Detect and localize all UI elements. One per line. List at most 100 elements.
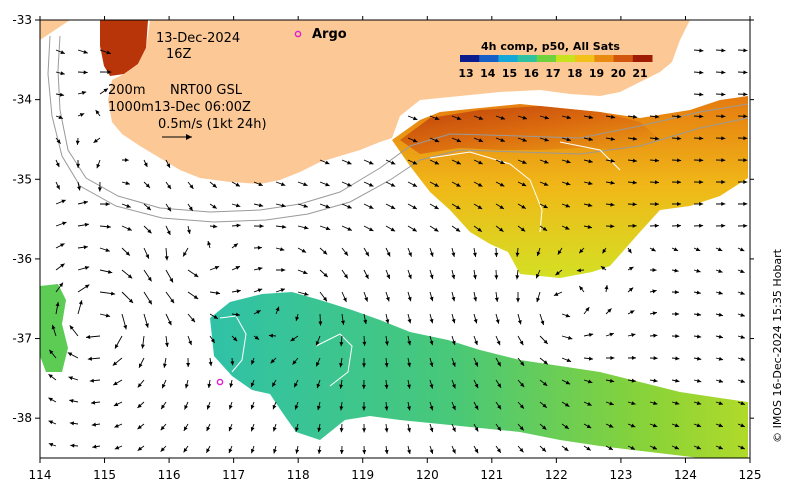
current-vector-head [385, 296, 390, 302]
current-vector-head [369, 227, 374, 231]
current-vector-head [566, 159, 571, 164]
current-vector-head [107, 269, 113, 274]
current-vector-head [632, 158, 637, 163]
current-vector-head [455, 227, 461, 232]
current-vector-head [343, 251, 348, 256]
current-vector-head [235, 182, 240, 187]
current-vector-head [77, 186, 81, 191]
current-vector-head [207, 240, 212, 246]
current-vector-head [473, 297, 478, 302]
current-vector-head [114, 344, 119, 349]
scale-arrow [162, 134, 192, 140]
current-vector-head [627, 248, 632, 254]
current-vector-head [675, 334, 680, 339]
current-vector-head [677, 180, 682, 185]
current-vector-head [407, 318, 412, 324]
current-vector-head [167, 206, 172, 212]
current-vector-head [743, 223, 748, 228]
current-vector-head [652, 423, 658, 428]
current-vector-head [652, 445, 658, 450]
current-vector-head [84, 266, 90, 270]
argo-float-marker[interactable] [216, 378, 224, 386]
current-vector-head [515, 252, 520, 257]
current-vector-head [362, 428, 367, 433]
current-vector-head [429, 427, 434, 433]
current-vector-head [557, 250, 562, 255]
current-vector-head [390, 182, 396, 187]
current-vector-head [429, 252, 434, 257]
current-vector-head [429, 274, 434, 279]
current-vector-head [675, 356, 680, 361]
current-vector-head [718, 379, 724, 383]
current-vector-head [295, 316, 300, 321]
current-vector-head [91, 422, 96, 427]
current-vector-head [347, 204, 352, 209]
current-vector-head [519, 404, 524, 409]
scale-label: 0.5m/s (1kt 24h) [158, 117, 267, 132]
current-vector-head [250, 426, 255, 432]
current-vector-head [318, 321, 323, 326]
current-vector-head [718, 401, 724, 405]
current-vector-head [610, 224, 615, 229]
current-vector-head [364, 297, 369, 302]
current-vector-head [161, 404, 166, 410]
current-vector-head [654, 136, 660, 141]
current-vector-head [228, 448, 233, 454]
colorbar-tick-label: 21 [632, 67, 647, 80]
current-vector-head [280, 288, 285, 293]
current-vector-head [567, 335, 573, 340]
current-vector-head [610, 180, 615, 185]
current-vector-head [586, 424, 592, 429]
colorbar: 13 14 15 16 17 18 19 20 21 [458, 55, 653, 80]
current-vector-head [127, 226, 132, 231]
current-vector-head [295, 449, 300, 454]
current-vector-head [451, 252, 456, 257]
current-vector-head [78, 300, 83, 305]
current-vector-head [516, 298, 521, 303]
current-vector-head [588, 356, 594, 361]
current-vector-head [304, 225, 309, 230]
current-vector-head [579, 286, 584, 291]
current-vector-head [497, 426, 501, 432]
current-vector-head [721, 158, 726, 163]
current-vector-head [250, 404, 255, 410]
current-vector-head [407, 274, 412, 279]
current-vector-head [188, 206, 193, 211]
current-vector-head [272, 404, 277, 410]
current-vector-head [600, 266, 606, 271]
current-vector-head [290, 337, 295, 342]
current-vector-head [186, 229, 191, 234]
lon-tick-label: 114 [29, 468, 52, 482]
current-vector-head [654, 114, 660, 119]
hour-label: 16Z [166, 47, 192, 62]
lat-tick-label: -33 [12, 13, 32, 27]
current-vector-head [385, 319, 390, 324]
current-vector-head [407, 362, 412, 368]
current-vector-head [566, 115, 572, 120]
current-vector-head [429, 405, 434, 411]
current-vector-head [206, 448, 211, 453]
current-vector-head [322, 250, 328, 255]
current-vector-head [236, 223, 241, 228]
current-vector-head [105, 313, 111, 318]
current-vector-head [696, 378, 702, 383]
sst-patch-west [100, 20, 148, 76]
current-vector-head [272, 427, 277, 432]
current-vector-head [188, 340, 192, 346]
current-vector-head [251, 360, 255, 365]
current-vector-head [429, 449, 434, 454]
colorbar-tick-label: 13 [458, 67, 473, 80]
current-vector-head [609, 332, 614, 337]
current-vector-head [521, 204, 526, 209]
current-vector-head [268, 333, 274, 338]
current-vector-head [696, 268, 701, 273]
current-vector-head [631, 355, 636, 360]
current-vector-head [631, 333, 636, 338]
current-vector-head [280, 182, 286, 186]
current-vector-head [519, 426, 524, 431]
current-vector-head [229, 383, 234, 388]
current-vector-head [477, 205, 483, 210]
current-vector-head [699, 158, 704, 163]
current-vector-head [553, 292, 559, 296]
current-vector-head [147, 229, 152, 234]
